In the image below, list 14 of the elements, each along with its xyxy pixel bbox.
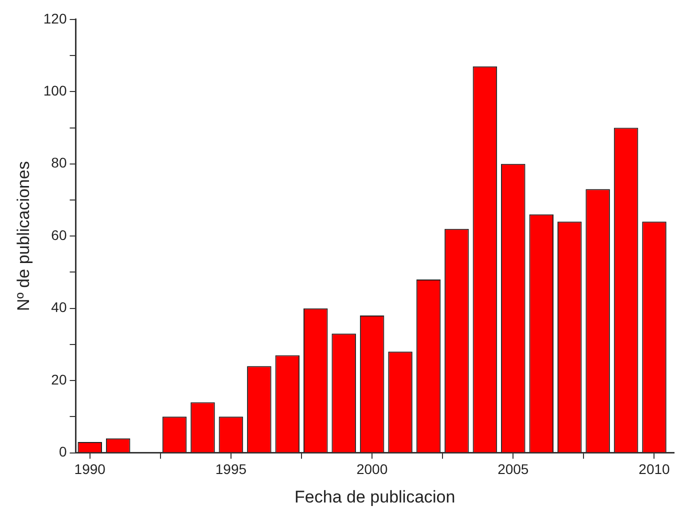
y-tick-label: 40 — [51, 299, 67, 316]
y-tick-label: 0 — [58, 444, 67, 460]
y-axis-title: Nº de publicaciones — [14, 161, 33, 312]
x-tick-label: 1995 — [215, 461, 247, 478]
x-tick-label: 1990 — [74, 461, 106, 478]
y-tick-label: 60 — [51, 226, 67, 243]
x-axis-title: Fecha de publicacion — [294, 487, 456, 506]
x-tick-label: 2010 — [638, 461, 670, 478]
x-tick-label: 2005 — [498, 461, 529, 478]
y-tick-label: 80 — [51, 154, 67, 171]
y-tick-label: 120 — [43, 10, 67, 26]
y-tick-label: 20 — [51, 371, 67, 388]
y-tick-label: 100 — [43, 82, 67, 98]
x-tick-label: 2000 — [356, 461, 388, 478]
